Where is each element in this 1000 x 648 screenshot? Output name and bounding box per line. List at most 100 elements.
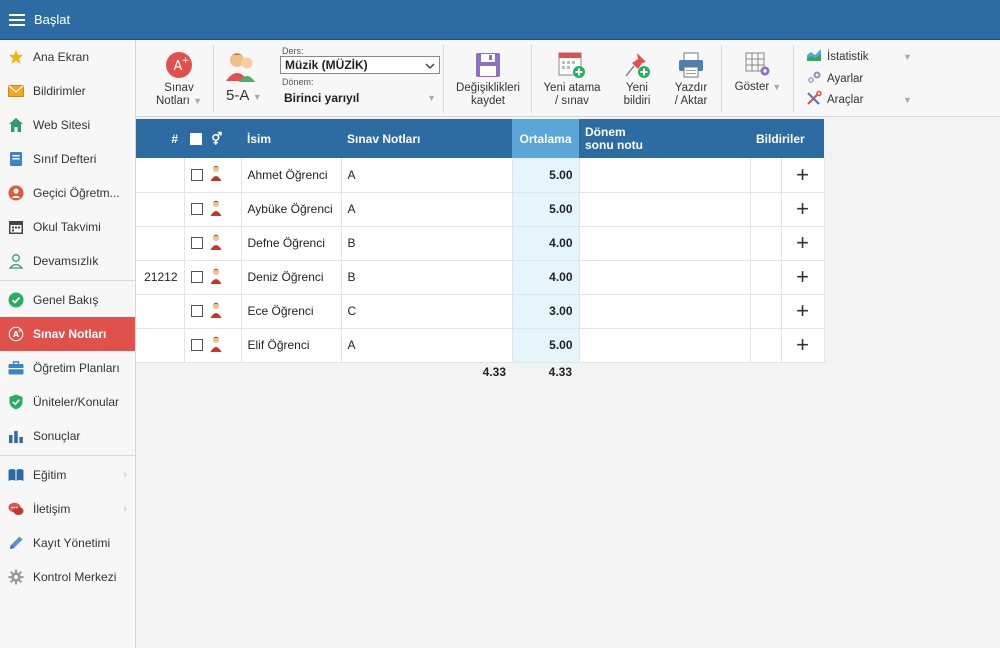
- table-row[interactable]: Ece Öğrenci C 3.00 +: [136, 294, 825, 329]
- select-cell: [184, 294, 242, 329]
- add-notice-button[interactable]: +: [781, 226, 825, 261]
- table-row[interactable]: 21212 Deniz Öğrenci B 4.00 +: [136, 260, 825, 295]
- student-name[interactable]: Defne Öğrenci: [241, 226, 342, 261]
- add-notice-button[interactable]: +: [781, 294, 825, 329]
- exam-grades-menu-button[interactable]: A + Sınav Notları ▼: [148, 51, 210, 108]
- ders-value: Müzik (MÜZİK): [285, 58, 368, 72]
- sidebar-item-egitim[interactable]: Eğitim ›: [0, 458, 135, 492]
- donem-select[interactable]: Birinci yarıyıl ▼: [280, 89, 440, 107]
- svg-text:+: +: [182, 56, 190, 66]
- notebook-icon: [8, 151, 24, 167]
- term-header-line-2: sonu notu: [585, 137, 643, 152]
- term-grade-cell[interactable]: [579, 158, 751, 193]
- settings-label: Ayarlar: [827, 72, 864, 85]
- exam-grade-cell[interactable]: B: [341, 226, 513, 261]
- grid-settings-icon: [744, 51, 772, 77]
- sidebar-item-ogretim-planlari[interactable]: Öğretim Planları: [0, 351, 135, 385]
- chevron-right-icon: ›: [123, 469, 127, 481]
- exam-grade-cell[interactable]: B: [341, 260, 513, 295]
- statistics-menu[interactable]: İstatistik ▼: [806, 48, 916, 66]
- sidebar-item-web-sitesi[interactable]: Web Sitesi: [0, 108, 135, 142]
- new-notice-button[interactable]: Yeni bildiri: [610, 51, 664, 108]
- teacher-icon: [8, 185, 24, 201]
- exam-grade-cell[interactable]: A: [341, 328, 513, 363]
- sidebar-item-ana-ekran[interactable]: Ana Ekran: [0, 40, 135, 74]
- table-row[interactable]: Ahmet Öğrenci A 5.00 +: [136, 158, 825, 193]
- student-name[interactable]: Ece Öğrenci: [241, 294, 342, 329]
- term-grade-cell[interactable]: [579, 192, 751, 227]
- sidebar-item-label: Kontrol Merkezi: [33, 570, 117, 584]
- sidebar-item-okul-takvimi[interactable]: Okul Takvimi: [0, 210, 135, 244]
- student-name[interactable]: Aybüke Öğrenci: [241, 192, 342, 227]
- sidebar-item-label: Geçici Öğretm...: [33, 186, 120, 200]
- sidebar-item-sinav-notlari[interactable]: A + Sınav Notları: [0, 317, 135, 351]
- student-name[interactable]: Ahmet Öğrenci: [241, 158, 342, 193]
- sidebar-item-label: Ana Ekran: [33, 50, 90, 64]
- show-menu-button[interactable]: Göster ▼: [728, 51, 788, 94]
- new-exam-label-2: / sınav: [555, 95, 589, 107]
- sidebar-item-devamsizlik[interactable]: Devamsızlık: [0, 244, 135, 278]
- term-grade-cell[interactable]: [579, 260, 751, 295]
- save-changes-button[interactable]: Değişiklikleri kaydet: [450, 51, 526, 108]
- column-header-term-grade[interactable]: Dönem sonu notu: [579, 119, 750, 158]
- tools-menu[interactable]: Araçlar ▼: [806, 90, 916, 109]
- row-checkbox[interactable]: [190, 237, 203, 249]
- term-grade-cell[interactable]: [579, 294, 751, 329]
- student-number: 21212: [136, 260, 185, 295]
- sidebar-item-uniteler-konular[interactable]: Üniteler/Konular: [0, 385, 135, 419]
- sidebar-item-sonuclar[interactable]: Sonuçlar: [0, 419, 135, 453]
- term-grade-cell[interactable]: [579, 226, 751, 261]
- column-header-average[interactable]: Ortalama: [512, 119, 579, 158]
- add-notice-button[interactable]: +: [781, 328, 825, 363]
- column-header-name[interactable]: İsim: [241, 119, 341, 158]
- column-header-notices[interactable]: Bildiriler: [750, 119, 824, 158]
- print-label-1: Yazdır: [674, 82, 708, 94]
- sidebar-item-sinif-defteri[interactable]: Sınıf Defteri: [0, 142, 135, 176]
- term-header-line-1: Dönem: [585, 124, 626, 139]
- gender-header-icon[interactable]: ⚥: [211, 131, 223, 146]
- start-title[interactable]: Başlat: [34, 12, 71, 27]
- ders-select[interactable]: Müzik (MÜZİK): [280, 56, 440, 74]
- row-checkbox[interactable]: [190, 339, 203, 351]
- svg-text:+: +: [18, 329, 22, 335]
- select-all-checkbox[interactable]: [190, 133, 202, 146]
- add-notice-button[interactable]: +: [781, 158, 825, 193]
- area-chart-icon: [806, 48, 822, 66]
- settings-menu[interactable]: Ayarlar: [806, 70, 916, 88]
- sidebar-item-bildirimler[interactable]: Bildirimler: [0, 74, 135, 108]
- sidebar-item-kontrol-merkezi[interactable]: Kontrol Merkezi: [0, 560, 135, 594]
- menu-icon[interactable]: [9, 13, 25, 26]
- new-notice-label-1: Yeni: [626, 82, 648, 94]
- student-name[interactable]: Deniz Öğrenci: [241, 260, 342, 295]
- column-header-number[interactable]: #: [136, 119, 184, 158]
- exam-grade-cell[interactable]: C: [341, 294, 513, 329]
- select-cell: [184, 328, 242, 363]
- bar-chart-icon: [8, 428, 24, 444]
- sidebar-item-label: Genel Bakış: [33, 293, 99, 307]
- plus-icon: +: [796, 298, 809, 323]
- sidebar-item-gecici-ogretmen[interactable]: Geçici Öğretm...: [0, 176, 135, 210]
- row-checkbox[interactable]: [190, 203, 203, 215]
- sidebar-item-iletisim[interactable]: İletişim ›: [0, 492, 135, 526]
- term-grade-cell[interactable]: [579, 328, 751, 363]
- row-checkbox[interactable]: [190, 168, 203, 181]
- caret-down-icon: ▼: [903, 94, 912, 105]
- print-export-button[interactable]: Yazdır / Aktar: [666, 51, 716, 108]
- student-name[interactable]: Elif Öğrenci: [241, 328, 342, 363]
- exam-grade-cell[interactable]: A: [341, 192, 513, 227]
- table-row[interactable]: Aybüke Öğrenci A 5.00 +: [136, 192, 825, 227]
- new-assignment-button[interactable]: Yeni atama / sınav: [538, 51, 606, 108]
- column-header-grades[interactable]: Sınav Notları: [341, 119, 512, 158]
- table-row[interactable]: Elif Öğrenci A 5.00 +: [136, 328, 825, 363]
- sidebar-item-genel-bakis[interactable]: Genel Bakış: [0, 283, 135, 317]
- row-checkbox[interactable]: [190, 305, 203, 317]
- add-notice-button[interactable]: +: [781, 260, 825, 295]
- row-checkbox[interactable]: [190, 271, 203, 283]
- exam-grade-cell[interactable]: A: [341, 158, 513, 193]
- sidebar-item-kayit-yonetimi[interactable]: Kayıt Yönetimi: [0, 526, 135, 560]
- table-header-row: # ⚥ İsim Sınav Notları Ortalama Dönem so…: [136, 119, 824, 158]
- add-notice-button[interactable]: +: [781, 192, 825, 227]
- calendar-icon: [8, 219, 24, 235]
- table-row[interactable]: Defne Öğrenci B 4.00 +: [136, 226, 825, 261]
- class-selector[interactable]: 5-A ▼: [226, 87, 276, 106]
